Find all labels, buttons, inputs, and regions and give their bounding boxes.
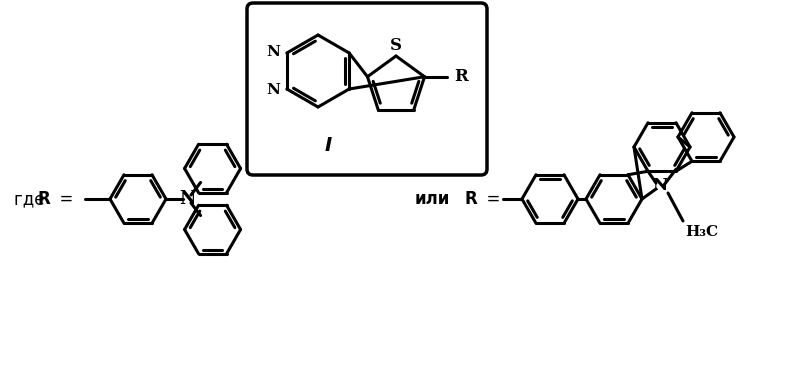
Text: =: = [49,190,73,208]
Text: N: N [265,45,279,59]
Text: R: R [464,190,477,208]
Text: I: I [324,136,331,155]
Text: N: N [651,176,666,193]
Text: где: где [14,190,50,208]
Text: S: S [390,37,402,54]
Text: H₃C: H₃C [684,225,717,239]
Text: R: R [38,190,51,208]
FancyBboxPatch shape [247,3,486,175]
Text: N: N [180,190,196,208]
Text: =: = [476,190,500,208]
Text: N: N [265,83,279,97]
Text: или: или [415,190,450,208]
Text: R: R [454,68,468,85]
